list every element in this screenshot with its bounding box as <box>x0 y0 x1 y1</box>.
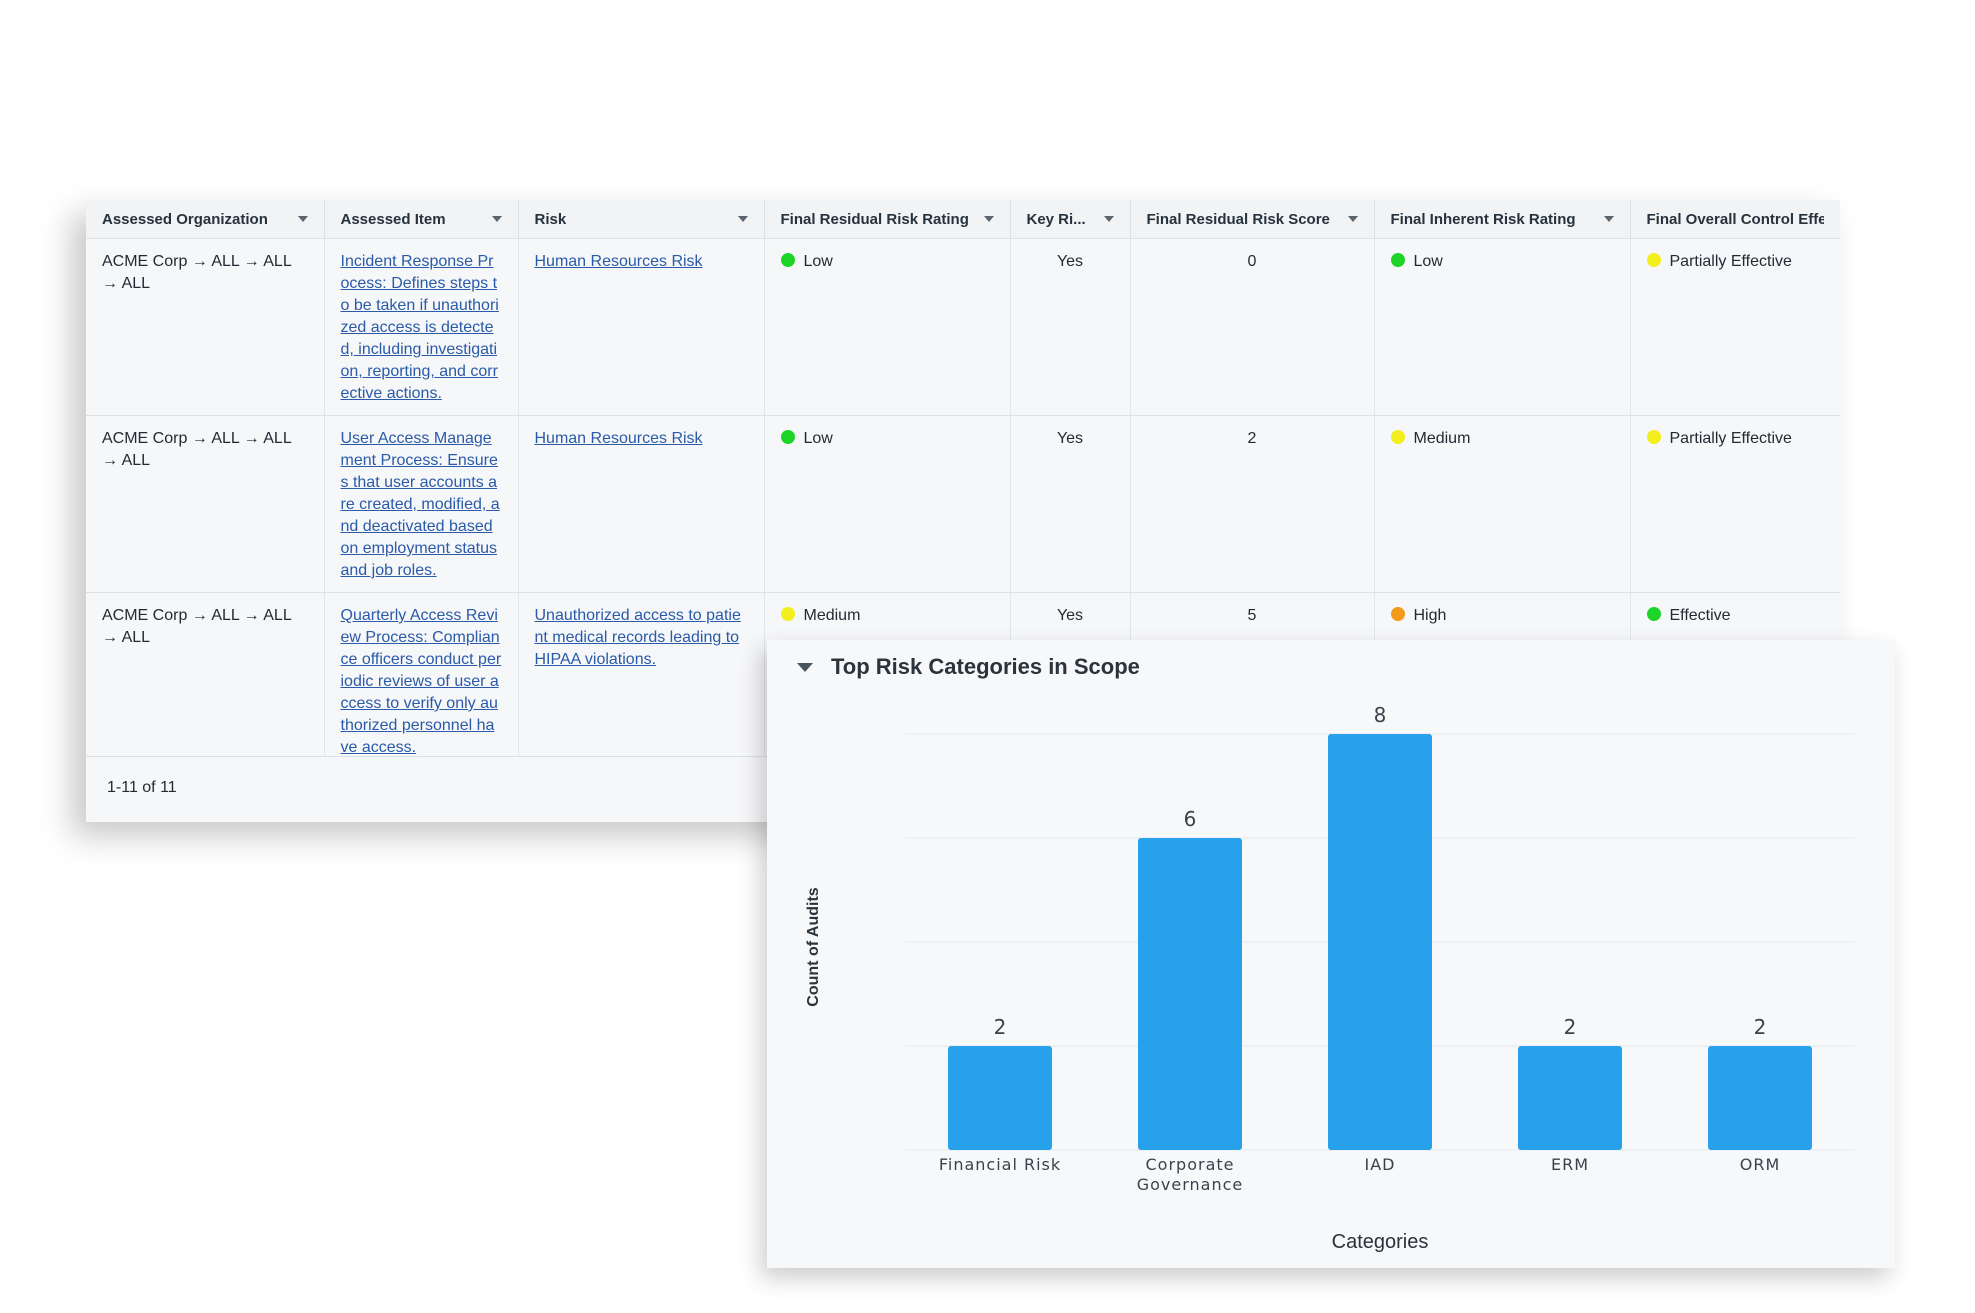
status-dot-icon <box>1646 430 1661 444</box>
cell-final-inherent-risk-rating: Low <box>1374 238 1631 416</box>
cell-key-risk: Yes <box>1010 238 1131 416</box>
chevron-down-icon[interactable] <box>1347 216 1358 222</box>
assessed-item-link[interactable]: Quarterly Access Review Process: Complia… <box>340 607 502 756</box>
chart-title: Top Risk Categories in Scope <box>831 654 1140 679</box>
chevron-down-icon[interactable] <box>737 216 748 222</box>
chevron-down-icon[interactable] <box>491 216 502 222</box>
cell-final-overall-control-effectiveness: Partially Effective <box>1630 415 1840 593</box>
cell-final-residual-risk-score: 0 <box>1130 238 1375 416</box>
cell-risk: Human Resources Risk <box>518 415 765 593</box>
pagination-count: 1-11 of 11 <box>107 779 177 796</box>
column-header-final-residual-risk-score[interactable]: Final Residual Risk Score <box>1130 200 1375 239</box>
cell-final-inherent-risk-rating: Medium <box>1374 415 1631 593</box>
bar-value-label: 8 <box>1374 703 1387 727</box>
bar-value-label: 6 <box>1184 807 1197 831</box>
category-tick-label: Financial Risk <box>939 1155 1061 1174</box>
y-axis-title: Count of Audits <box>805 887 822 1006</box>
bar-value-label: 2 <box>1754 1015 1767 1039</box>
risk-link[interactable]: Human Resources Risk <box>534 253 703 270</box>
category-tick-label: Corporate Governance <box>1137 1155 1244 1194</box>
column-header-risk[interactable]: Risk <box>518 200 765 239</box>
chart-category-labels: Financial Risk Corporate Governance IAD ERM O… <box>939 1155 1781 1194</box>
cell-assessed-organization: ACME Corp → ALL → ALL → ALL <box>86 592 325 770</box>
chevron-down-icon[interactable] <box>1103 216 1114 222</box>
column-header-key-risk[interactable]: Key Ri... <box>1010 200 1131 239</box>
status-dot-icon <box>780 607 795 621</box>
bar-orm <box>1708 1046 1812 1150</box>
cell-final-residual-risk-rating: Low <box>764 415 1011 593</box>
collapse-caret-icon[interactable] <box>797 662 813 672</box>
table-row[interactable]: ACME Corp → ALL → ALL → ALL User Access … <box>86 415 1840 593</box>
cell-assessed-item: Quarterly Access Review Process: Complia… <box>324 592 519 770</box>
cell-assessed-item: User Access Management Process: Ensures … <box>324 415 519 593</box>
status-dot-icon <box>780 253 795 267</box>
cell-final-overall-control-effectiveness: Partially Effective <box>1630 238 1840 416</box>
risk-link[interactable]: Unauthorized access to patient medical r… <box>534 607 741 668</box>
column-header-final-inherent-risk-rating[interactable]: Final Inherent Risk Rating <box>1374 200 1631 239</box>
cell-assessed-organization: ACME Corp → ALL → ALL → ALL <box>86 238 325 416</box>
chevron-down-icon[interactable] <box>983 216 994 222</box>
cell-final-residual-risk-score: 2 <box>1130 415 1375 593</box>
chart-bars <box>948 734 1812 1150</box>
cell-assessed-item: Incident Response Process: Defines steps… <box>324 238 519 416</box>
bar-corporate-governance <box>1138 838 1242 1150</box>
status-dot-icon <box>1646 253 1661 267</box>
chevron-down-icon[interactable] <box>1603 216 1614 222</box>
chevron-down-icon[interactable] <box>297 216 308 222</box>
risk-link[interactable]: Human Resources Risk <box>534 430 703 447</box>
table-row[interactable]: ACME Corp → ALL → ALL → ALL Incident Res… <box>86 238 1840 416</box>
column-header-final-overall-control-effectiveness[interactable]: Final Overall Control Effectiv <box>1630 200 1840 239</box>
bar-value-label: 2 <box>994 1015 1007 1039</box>
cell-risk: Unauthorized access to patient medical r… <box>518 592 765 770</box>
chart-header[interactable]: Top Risk Categories in Scope <box>797 654 1140 680</box>
assessed-item-link[interactable]: User Access Management Process: Ensures … <box>340 430 500 579</box>
bar-iad <box>1328 734 1432 1150</box>
bar-chart: 2 6 8 2 2 Financial Risk Corporate Governance I… <box>805 703 1855 1253</box>
grid-header-row: Assessed Organization Assessed Item Risk… <box>86 200 1840 239</box>
cell-assessed-organization: ACME Corp → ALL → ALL → ALL <box>86 415 325 593</box>
status-dot-icon <box>1390 253 1405 267</box>
column-header-final-residual-risk-rating[interactable]: Final Residual Risk Rating <box>764 200 1011 239</box>
x-axis-title: Categories <box>1332 1231 1429 1253</box>
chart-panel: 2 6 8 2 2 Financial Risk Corporate Governance I… <box>767 640 1895 1268</box>
chart-data-labels: 2 6 8 2 2 <box>994 703 1767 1039</box>
status-dot-icon <box>1390 607 1405 621</box>
cell-key-risk: Yes <box>1010 415 1131 593</box>
status-dot-icon <box>1390 430 1405 444</box>
category-tick-label: ERM <box>1551 1155 1589 1174</box>
bar-erm <box>1518 1046 1622 1150</box>
column-header-assessed-organization[interactable]: Assessed Organization <box>86 200 325 239</box>
cell-risk: Human Resources Risk <box>518 238 765 416</box>
category-tick-label: IAD <box>1365 1155 1396 1174</box>
column-header-assessed-item[interactable]: Assessed Item <box>324 200 519 239</box>
category-tick-label: ORM <box>1740 1155 1781 1174</box>
status-dot-icon <box>1646 607 1661 621</box>
bar-financial-risk <box>948 1046 1052 1150</box>
cell-final-residual-risk-rating: Low <box>764 238 1011 416</box>
status-dot-icon <box>780 430 795 444</box>
bar-value-label: 2 <box>1564 1015 1577 1039</box>
assessed-item-link[interactable]: Incident Response Process: Defines steps… <box>340 253 499 402</box>
